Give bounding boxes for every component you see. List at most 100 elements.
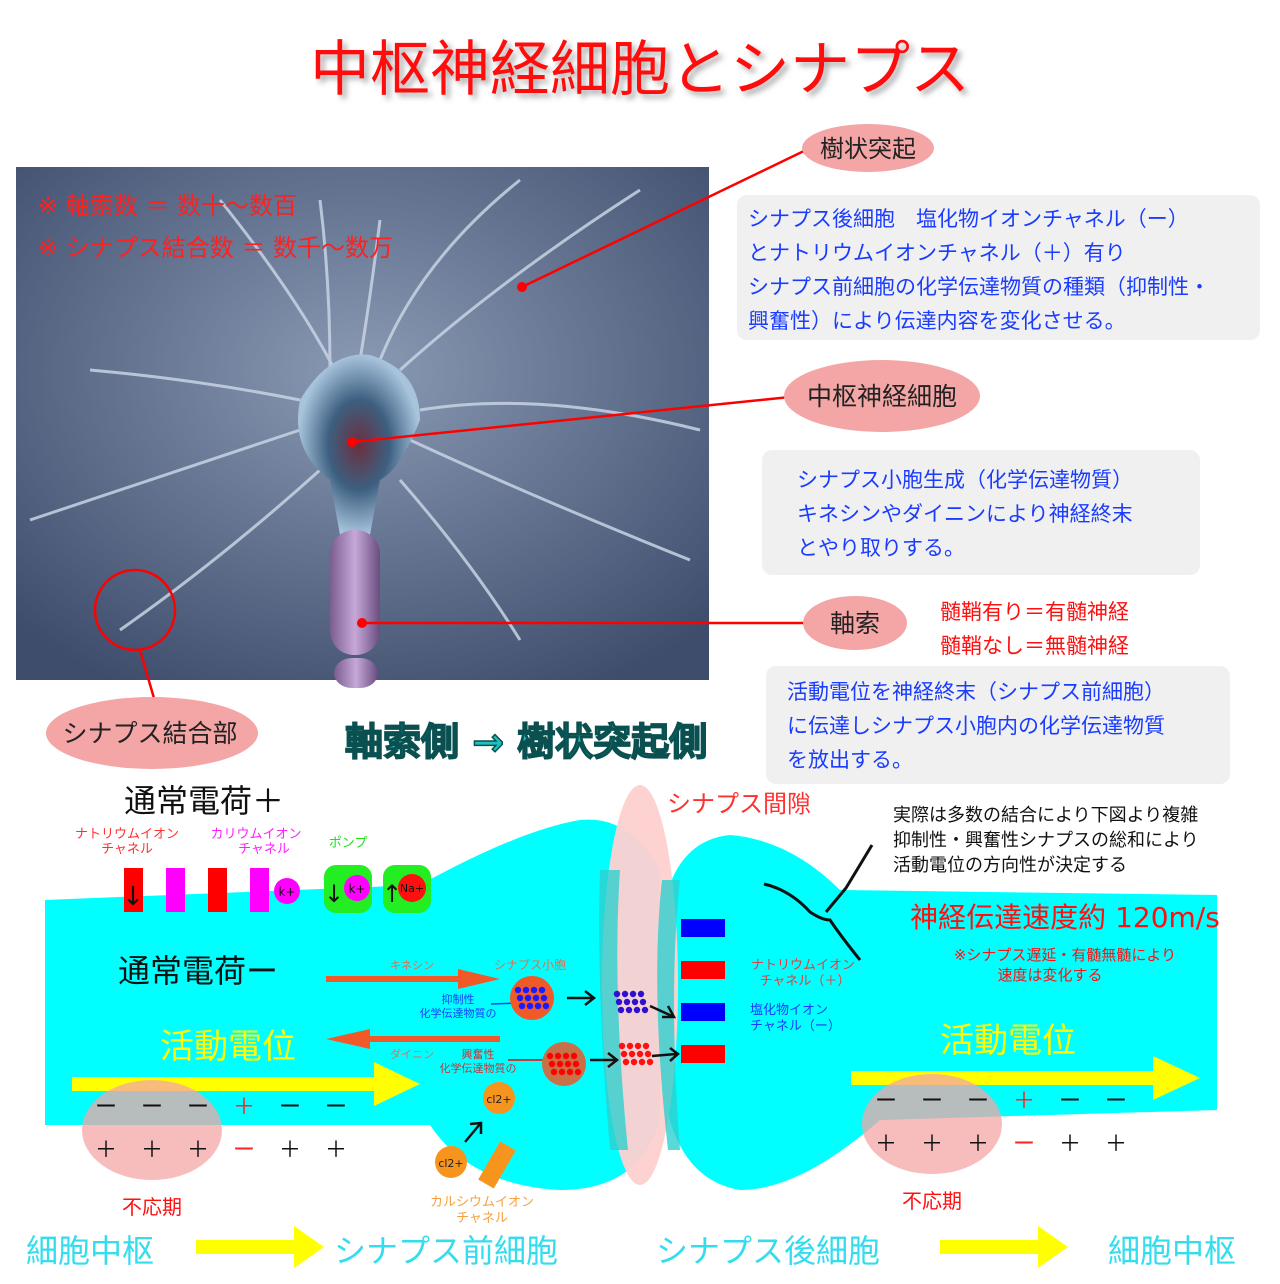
svg-text:とナトリウムイオンチャネル（＋）有り: とナトリウムイオンチャネル（＋）有り (748, 241, 1126, 265)
svg-text:とやり取りする。: とやり取りする。 (797, 536, 965, 560)
svg-text:k+: k+ (278, 885, 295, 899)
excitatory-transmitter (572, 1060, 580, 1068)
normal-charge-minus: 通常電荷ー (118, 952, 278, 990)
inhibitory-transmitter (540, 994, 548, 1002)
svg-text:樹状突起: 樹状突起 (820, 135, 916, 163)
excitatory-transmitter (630, 1058, 638, 1066)
calcium-channel (478, 1141, 516, 1189)
charge-sign: ー (233, 1138, 255, 1163)
excitatory-label-2: 化学伝達物質の (440, 1061, 517, 1075)
calcium-ion: cl2+ (483, 1082, 515, 1114)
kinesin-label: キネシン (390, 959, 434, 972)
excitatory-transmitter (558, 1068, 566, 1076)
excitatory-transmitter (562, 1052, 570, 1060)
footer-arrow (940, 1226, 1068, 1268)
charge-sign: ー (95, 1095, 117, 1120)
myelinated-note: 髄鞘有り＝有髄神経 (940, 600, 1129, 624)
charge-sign: ー (967, 1089, 989, 1114)
inhibitory-transmitter (518, 1002, 526, 1010)
svg-text:Na+: Na+ (400, 882, 424, 895)
speed-label: 神経伝達速度約 120m/s (910, 901, 1220, 934)
down-arrow-icon: ↓ (122, 882, 144, 912)
ca-channel-label-2: チャネル (456, 1211, 508, 1226)
excitatory-transmitter (554, 1052, 562, 1060)
k-ion: k+ (274, 878, 300, 904)
charge-sign: ＋ (279, 1138, 301, 1163)
complexity-note: 実際は多数の結合により下図より複雑 (893, 805, 1198, 826)
svg-text:を放出する。: を放出する。 (787, 748, 913, 772)
excitatory-transmitter (638, 1058, 646, 1066)
inhibitory-transmitter (631, 998, 639, 1006)
charge-sign: ー (921, 1089, 943, 1114)
direction-label: 軸索側 → 樹状突起側 (345, 720, 707, 764)
kinesin-arrow (326, 969, 500, 989)
excitatory-transmitter (548, 1060, 556, 1068)
post-na-label: ナトリウムイオン (751, 958, 855, 973)
svg-text:シナプス結合部: シナプス結合部 (62, 719, 237, 748)
na-pump: ↑ Na+ (382, 865, 431, 913)
cl-channel (681, 919, 725, 937)
excitatory-transmitter (634, 1042, 642, 1050)
callout-synapse-junction: シナプス結合部 (46, 697, 258, 769)
excitatory-transmitter (574, 1068, 582, 1076)
k-channel-label: カリウムイオン (210, 827, 301, 842)
charge-sign: ー (141, 1095, 163, 1120)
svg-text:キネシンやダイニンにより神経終末: キネシンやダイニンにより神経終末 (797, 502, 1133, 526)
charge-sign: ー (279, 1095, 301, 1120)
neuron-image: ※ 軸索数 ＝ 数十〜数百 ※ シナプス結合数 ＝ 数千〜数万 (16, 167, 709, 688)
action-potential-right: 活動電位 (940, 1021, 1076, 1061)
charge-sign: ＋ (187, 1138, 209, 1163)
footer-presynaptic: シナプス前細胞 (334, 1232, 558, 1270)
post-cl-label: 塩化物イオン (750, 1003, 828, 1018)
svg-text:シナプス後細胞 塩化物イオンチャネル（ー）: シナプス後細胞 塩化物イオンチャネル（ー） (748, 207, 1189, 231)
excitatory-transmitter (622, 1058, 630, 1066)
inhibitory-transmitter (613, 990, 621, 998)
synapse-count-note: ※ シナプス結合数 ＝ 数千〜数万 (38, 234, 393, 262)
charge-sign: ー (187, 1095, 209, 1120)
charge-sign: ＋ (967, 1132, 989, 1157)
charge-sign: ー (1059, 1089, 1081, 1114)
inhibitory-transmitter (615, 998, 623, 1006)
charge-sign: ー (875, 1089, 897, 1114)
release-arrows (567, 990, 680, 1068)
inhibitory-transmitter (542, 1002, 550, 1010)
calcium-ion: cl2+ (435, 1146, 467, 1178)
speed-note-2: 速度は変化する (997, 966, 1102, 984)
svg-text:cl2+: cl2+ (438, 1157, 463, 1170)
action-potential-left: 活動電位 (160, 1027, 296, 1067)
inhibitory-transmitter (623, 998, 631, 1006)
excitatory-transmitter (644, 1050, 652, 1058)
charge-sign: ー (1013, 1132, 1035, 1157)
excitatory-transmitter (566, 1068, 574, 1076)
inhibitory-transmitter (625, 1006, 633, 1014)
pump-label: ポンプ (329, 836, 368, 851)
svg-text:軸索: 軸索 (830, 609, 880, 638)
excitatory-vesicle (542, 1042, 586, 1086)
svg-text:シナプス前細胞の化学伝達物質の種類（抑制性・: シナプス前細胞の化学伝達物質の種類（抑制性・ (748, 275, 1210, 299)
svg-text:興奮性）により伝達内容を変化させる。: 興奮性）により伝達内容を変化させる。 (748, 309, 1126, 333)
speed-note: ※シナプス遅延・有髄無髄により (954, 946, 1176, 964)
excitatory-label: 興奮性 (462, 1047, 495, 1061)
excitatory-transmitter (642, 1042, 650, 1050)
excitatory-transmitter (620, 1050, 628, 1058)
inhibitory-transmitter (629, 990, 637, 998)
dynein-label: ダイニン (390, 1047, 434, 1061)
charge-sign: ＋ (233, 1095, 255, 1120)
inhibitory-transmitter (637, 990, 645, 998)
cleft-label: シナプス間隙 (667, 790, 811, 818)
normal-charge-plus: 通常電荷＋ (124, 782, 284, 820)
postsynaptic-cell (665, 835, 1217, 1190)
callout-lines (93, 148, 808, 713)
dynein-arrow (326, 1029, 500, 1049)
k-channel (250, 868, 269, 912)
charge-sign: ＋ (95, 1138, 117, 1163)
complexity-note-2: 抑制性・興奮性シナプスの総和により (893, 830, 1199, 851)
inhibitory-transmitter (641, 1006, 649, 1014)
brace (763, 844, 874, 961)
inhibitory-label: 抑制性 (442, 992, 475, 1006)
inhibitory-label-2: 化学伝達物質の (420, 1006, 497, 1020)
charge-sign: ー (1105, 1089, 1127, 1114)
axon-count-note: ※ 軸索数 ＝ 数十〜数百 (38, 192, 297, 220)
excitatory-transmitter (550, 1068, 558, 1076)
inhibitory-transmitter (516, 994, 524, 1002)
